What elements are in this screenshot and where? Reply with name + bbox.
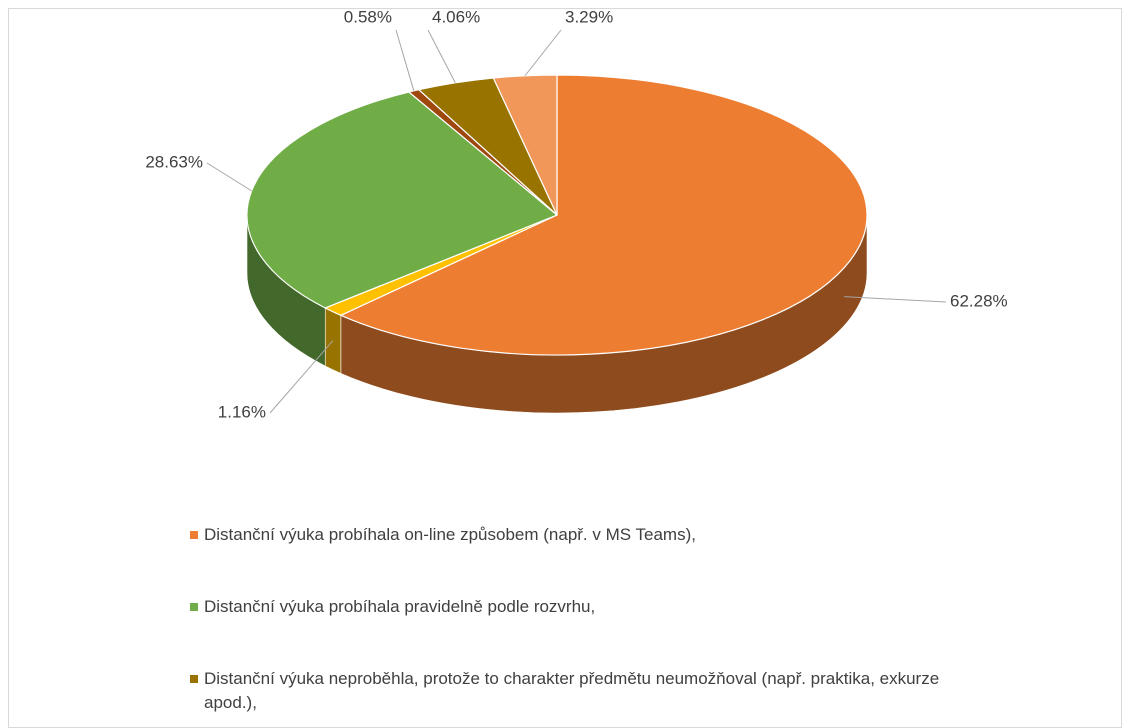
legend-swatch bbox=[190, 531, 198, 539]
leader-line bbox=[269, 340, 334, 414]
legend-swatch bbox=[190, 675, 198, 683]
legend-label: Distanční výuka probíhala pravidelně pod… bbox=[204, 597, 596, 616]
legend-entry: Distanční výuka probíhala on-line způsob… bbox=[190, 523, 950, 547]
legend-entry: Distanční výuka neproběhla, protože to c… bbox=[190, 667, 950, 715]
legend-swatch bbox=[190, 603, 198, 611]
leader-line bbox=[395, 29, 415, 91]
leader-line bbox=[427, 29, 456, 83]
legend-label: Distanční výuka probíhala on-line způsob… bbox=[204, 525, 696, 544]
data-label: 28.63% bbox=[145, 152, 203, 171]
data-label: 4.06% bbox=[432, 7, 480, 26]
legend-label: Distanční výuka neproběhla, protože to c… bbox=[204, 669, 940, 712]
data-label: 0.58% bbox=[344, 7, 392, 26]
pie-slice bbox=[492, 74, 558, 216]
legend-entry: Distanční výuka probíhala pravidelně pod… bbox=[190, 595, 950, 619]
leader-line bbox=[206, 162, 252, 192]
leader-line bbox=[524, 29, 562, 77]
data-label: 62.28% bbox=[950, 291, 1008, 310]
leader-line bbox=[844, 296, 947, 303]
data-label: 1.16% bbox=[218, 402, 266, 421]
pie-slice-side bbox=[324, 307, 342, 374]
pie-slice bbox=[246, 91, 559, 309]
data-label: 3.29% bbox=[565, 7, 613, 26]
pie-slice bbox=[339, 74, 868, 356]
